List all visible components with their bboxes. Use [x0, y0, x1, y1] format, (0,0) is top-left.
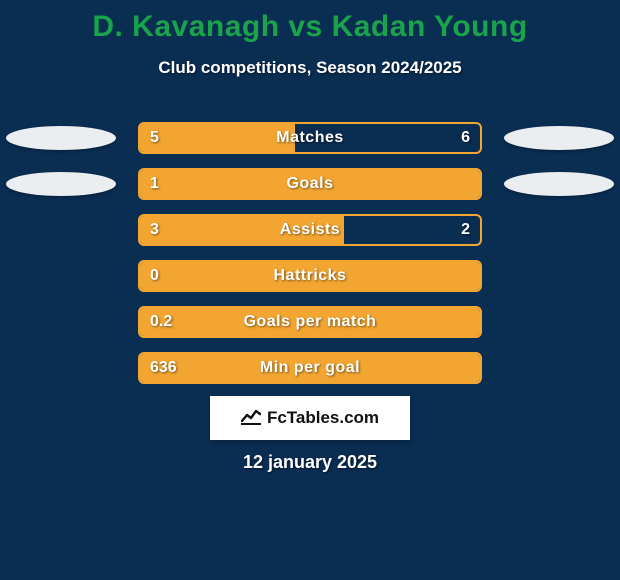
stat-bar-fill — [140, 308, 480, 336]
stat-value-left: 5 — [140, 124, 169, 152]
player-marker-left — [6, 126, 116, 150]
stat-value-right: 2 — [451, 216, 480, 244]
stat-bar-fill — [140, 216, 344, 244]
date-label: 12 january 2025 — [0, 452, 620, 473]
stat-bar: 32Assists — [138, 214, 482, 246]
player-marker-right — [504, 126, 614, 150]
stat-value-right: 6 — [451, 124, 480, 152]
site-name: FcTables.com — [267, 408, 379, 428]
player-marker-left — [6, 172, 116, 196]
stat-bar-fill — [140, 170, 480, 198]
stat-bar: 0Hattricks — [138, 260, 482, 292]
site-badge: FcTables.com — [210, 396, 410, 440]
stat-bar: 636Min per goal — [138, 352, 482, 384]
stat-bar: 1Goals — [138, 168, 482, 200]
stat-row: 32Assists — [0, 210, 620, 256]
player-marker-right — [504, 172, 614, 196]
stat-row: 0Hattricks — [0, 256, 620, 302]
stat-row: 636Min per goal — [0, 348, 620, 394]
stat-value-left: 1 — [140, 170, 169, 198]
stat-row: 0.2Goals per match — [0, 302, 620, 348]
stat-row: 1Goals — [0, 164, 620, 210]
stat-bar-fill — [140, 354, 480, 382]
stat-value-left: 3 — [140, 216, 169, 244]
stat-value-left: 0 — [140, 262, 169, 290]
stat-bar: 0.2Goals per match — [138, 306, 482, 338]
stat-bar: 56Matches — [138, 122, 482, 154]
page-title: D. Kavanagh vs Kadan Young — [0, 0, 620, 44]
stat-row: 56Matches — [0, 118, 620, 164]
infographic-canvas: D. Kavanagh vs Kadan Young Club competit… — [0, 0, 620, 580]
chart-icon — [241, 407, 261, 430]
stat-bar-fill — [140, 262, 480, 290]
stat-value-left: 0.2 — [140, 308, 182, 336]
stat-value-left: 636 — [140, 354, 187, 382]
page-subtitle: Club competitions, Season 2024/2025 — [0, 58, 620, 78]
stats-rows: 56Matches1Goals32Assists0Hattricks0.2Goa… — [0, 118, 620, 394]
